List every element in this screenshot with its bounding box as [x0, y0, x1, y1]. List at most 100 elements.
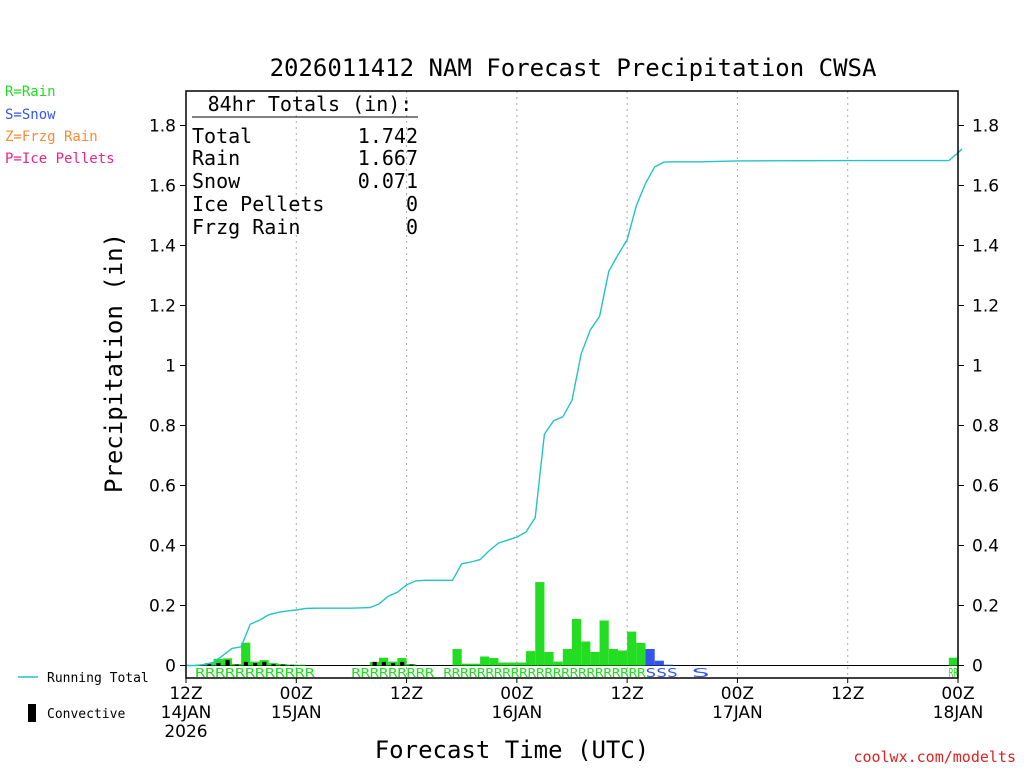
- totals-box: 84hr Totals (in): Total 1.742 Rain 1.667…: [192, 92, 418, 239]
- precip-bar: [470, 663, 481, 666]
- y-tick-label-right: 1.6: [972, 177, 999, 197]
- y-tick-label-right: 1.8: [972, 117, 999, 137]
- y-tick-label-left: 0.8: [149, 417, 176, 437]
- y-tick-label-left: 0.2: [149, 597, 176, 617]
- convective-bar: [225, 660, 230, 666]
- legend-rain: R=Rain: [5, 84, 56, 100]
- y-tick-label-left: 1.6: [149, 177, 176, 197]
- y-axis-left: 0 0.2 0.4 0.6 0.8 1 1.2 1.4 1.6 1.8: [149, 117, 186, 677]
- totals-value-frzg-rain: 0: [406, 215, 418, 239]
- totals-label-total: Total: [192, 124, 252, 148]
- totals-value-snow: 0.071: [358, 169, 418, 193]
- precip-type-strip: SSS: [646, 666, 678, 680]
- precip-bar: [645, 649, 655, 666]
- x-tick-label: 00Z: [941, 684, 974, 704]
- precip-bar: [617, 650, 628, 666]
- convective-bar: [280, 664, 285, 666]
- precip-bar: [526, 651, 536, 666]
- precip-bar: [581, 641, 591, 666]
- precip-bar: [489, 658, 499, 666]
- totals-value-total: 1.742: [358, 124, 418, 148]
- y-tick-label-right: 1.4: [972, 237, 999, 257]
- precip-bar: [627, 631, 637, 666]
- convective-bar: [234, 664, 239, 666]
- totals-value-ice-pellets: 0: [406, 192, 418, 216]
- precip-type-strip: S: [691, 666, 709, 680]
- legend-frzg-rain: Z=Frzg Rain: [5, 129, 98, 145]
- x-tick-label: 12Z: [831, 684, 864, 704]
- precip-bar: [379, 657, 389, 666]
- y-tick-label-right: 0.8: [972, 417, 999, 437]
- precip-bar: [948, 657, 958, 666]
- precip-bar: [544, 652, 554, 666]
- totals-value-rain: 1.667: [358, 146, 418, 170]
- convective-bar: [400, 661, 405, 666]
- totals-label-frzg-rain: Frzg Rain: [192, 215, 300, 239]
- x-tick-label: 18JAN: [933, 703, 984, 723]
- y-axis-right: 0 0.2 0.4 0.6 0.8 1 1.2 1.4 1.6 1.8: [958, 117, 999, 677]
- y-tick-label-right: 1: [972, 357, 983, 377]
- y-tick-label-left: 0.4: [149, 537, 176, 557]
- precip-bar: [572, 619, 582, 666]
- x-tick-label: 2026: [164, 722, 207, 742]
- precip-bar: [562, 649, 572, 666]
- plot-frame: [185, 90, 959, 679]
- convective-bar: [289, 664, 294, 666]
- convective-legend-swatch: [28, 704, 36, 722]
- legend-snow: S=Snow: [5, 107, 56, 123]
- precip-bar: [241, 642, 251, 666]
- y-tick-label-left: 1.4: [149, 237, 176, 257]
- precip-bar: [452, 649, 462, 666]
- precip-type-strips: RRRRRRRRRRRR RRRRRRRRR RRRRRRRRRRRRRRRRRRR…: [195, 666, 958, 680]
- x-axis-label: Forecast Time (UTC): [375, 736, 650, 764]
- x-tick-label: 00Z: [500, 684, 533, 704]
- precip-bar: [590, 652, 600, 666]
- precip-bar: [535, 582, 545, 666]
- convective-legend-label: Convective: [47, 707, 125, 722]
- chart-title: 2026011412 NAM Forecast Precipitation CW…: [270, 54, 877, 82]
- precip-bar: [507, 662, 517, 666]
- precip-bar: [553, 661, 563, 666]
- totals-header: 84hr Totals (in):: [208, 92, 413, 116]
- precip-bar: [498, 662, 508, 666]
- x-tick-label: 00Z: [280, 684, 313, 704]
- precip-bars: [195, 582, 958, 666]
- convective-bar: [271, 664, 276, 666]
- precip-type-strip: RRRRRRRRRRRR: [195, 666, 316, 680]
- legend-ice-pellets: P=Ice Pellets: [5, 151, 115, 167]
- x-tick-label: 14JAN: [161, 703, 212, 723]
- x-tick-label: 12Z: [390, 684, 423, 704]
- x-tick-label: 12Z: [611, 684, 644, 704]
- vertical-gridlines: [186, 91, 958, 678]
- precip-bar: [654, 660, 664, 666]
- x-tick-label: 15JAN: [271, 703, 322, 723]
- precip-bar: [599, 620, 609, 666]
- convective-bar: [409, 664, 414, 666]
- precip-type-strip: RRRRRRRRR: [351, 666, 435, 680]
- totals-label-ice-pellets: Ice Pellets: [192, 192, 324, 216]
- x-tick-label: 12Z: [169, 684, 202, 704]
- convective-bar: [390, 663, 396, 666]
- totals-label-rain: Rain: [192, 146, 240, 170]
- y-tick-label-right: 0.4: [972, 537, 999, 557]
- precip-type-strip: RR: [949, 666, 959, 680]
- precip-bar: [636, 643, 646, 666]
- convective-bar: [216, 663, 221, 666]
- precip-bar: [397, 658, 407, 666]
- y-tick-label-right: 0.2: [972, 597, 999, 617]
- convective-bar: [243, 661, 249, 666]
- convective-bar: [207, 664, 212, 666]
- x-tick-label: 16JAN: [492, 703, 543, 723]
- y-tick-label-left: 1.8: [149, 117, 176, 137]
- precip-bar: [516, 662, 527, 666]
- credit-label: coolwx.com/modelts: [853, 748, 1016, 766]
- running-total-legend-label: Running Total: [47, 671, 149, 686]
- y-tick-label-left: 1.2: [149, 297, 176, 317]
- y-tick-label-left: 0.6: [149, 477, 176, 497]
- y-tick-label-left: 0: [165, 657, 176, 677]
- convective-bar: [372, 661, 377, 666]
- precip-bar: [213, 658, 223, 666]
- precip-bar: [608, 649, 618, 666]
